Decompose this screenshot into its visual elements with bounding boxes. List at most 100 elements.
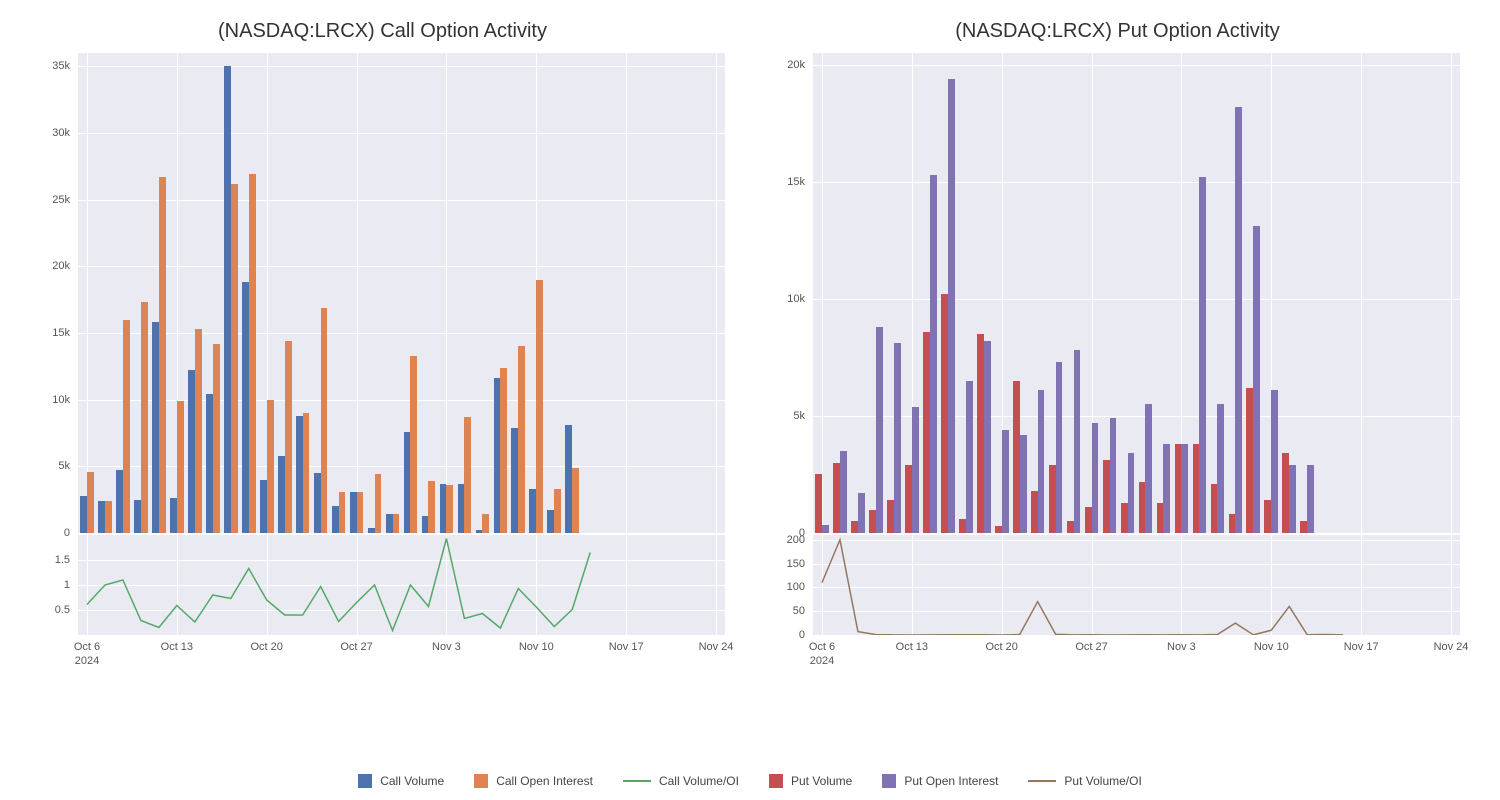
put-panel: (NASDAQ:LRCX) Put Option Activity 05k10k…: [765, 20, 1470, 760]
oi-bar: [1128, 453, 1135, 533]
vol-bar: [458, 484, 465, 533]
oi-bar: [1056, 362, 1063, 533]
oi-bar: [1181, 444, 1188, 533]
legend-item: Call Volume/OI: [623, 774, 739, 788]
oi-bar: [1110, 418, 1117, 533]
oi-bar: [518, 346, 525, 533]
call-panel: (NASDAQ:LRCX) Call Option Activity 05k10…: [30, 20, 735, 760]
oi-bar: [357, 492, 364, 533]
grid-line: [813, 299, 1460, 300]
ytick-label: 30k: [52, 127, 78, 139]
vol-bar: [296, 416, 303, 533]
grid-line: [87, 53, 88, 533]
oi-bar: [105, 501, 112, 533]
xtick-label: Nov 3: [1167, 635, 1196, 653]
grid-line: [78, 133, 725, 134]
ytick-label: 35k: [52, 60, 78, 72]
oi-bar: [1092, 423, 1099, 533]
oi-bar: [1002, 430, 1009, 533]
put-bar-plot: 05k10k15k20k: [813, 53, 1460, 533]
vol-bar: [851, 521, 858, 533]
vol-bar: [959, 519, 966, 533]
ytick-label: 200: [787, 534, 813, 546]
vol-bar: [815, 474, 822, 533]
xtick-label: Oct 20: [986, 635, 1018, 653]
grid-line: [78, 466, 725, 467]
oi-bar: [876, 327, 883, 533]
ytick-label: 5k: [793, 410, 813, 422]
vol-bar: [170, 498, 177, 533]
vol-bar: [440, 484, 447, 533]
xtick-sublabel: 2024: [810, 655, 834, 667]
vol-bar: [206, 394, 213, 533]
vol-bar: [511, 428, 518, 533]
oi-bar: [572, 468, 579, 533]
ytick-label: 10k: [52, 394, 78, 406]
xtick-label: Oct 6: [809, 635, 835, 653]
vol-bar: [1193, 444, 1200, 533]
ratio-line: [813, 535, 1460, 635]
vol-bar: [887, 500, 894, 533]
vol-bar: [494, 378, 501, 533]
call-title: (NASDAQ:LRCX) Call Option Activity: [30, 20, 735, 43]
ytick-label: 150: [787, 558, 813, 570]
oi-bar: [1020, 435, 1027, 533]
vol-bar: [941, 294, 948, 533]
xtick-label: Nov 17: [1344, 635, 1379, 653]
legend: Call Volume Call Open Interest Call Volume…: [0, 760, 1500, 800]
vol-bar: [1282, 453, 1289, 533]
oi-bar: [428, 481, 435, 533]
oi-bar: [375, 474, 382, 533]
vol-bar: [188, 370, 195, 533]
oi-bar: [500, 368, 507, 533]
legend-item: Call Open Interest: [474, 774, 593, 788]
grid-line: [78, 266, 725, 267]
oi-bar: [1289, 465, 1296, 533]
vol-bar: [1121, 503, 1128, 533]
vol-bar: [923, 332, 930, 533]
oi-bar: [840, 451, 847, 533]
ytick-label: 0.5: [55, 604, 78, 616]
oi-bar: [195, 329, 202, 533]
oi-bar: [554, 489, 561, 533]
xtick-label: Oct 27: [1075, 635, 1107, 653]
chart-container: (NASDAQ:LRCX) Call Option Activity 05k10…: [0, 0, 1500, 800]
xtick-label: Oct 13: [161, 635, 193, 653]
vol-bar: [565, 425, 572, 533]
vol-bar: [278, 456, 285, 533]
grid-line: [813, 416, 1460, 417]
legend-label: Call Volume: [380, 774, 444, 788]
vol-bar: [547, 510, 554, 533]
ytick-label: 100: [787, 581, 813, 593]
legend-label: Put Volume/OI: [1064, 774, 1141, 788]
grid-line: [813, 182, 1460, 183]
vol-bar: [242, 282, 249, 533]
grid-line: [78, 400, 725, 401]
put-line-plot: 050100150200Oct 62024Oct 13Oct 20Oct 27N…: [813, 535, 1460, 635]
oi-bar: [1145, 404, 1152, 533]
vol-bar: [116, 470, 123, 533]
vol-bar: [1103, 460, 1110, 533]
grid-line: [78, 200, 725, 201]
xtick-label: Nov 10: [519, 635, 554, 653]
vol-bar: [98, 501, 105, 533]
oi-bar: [339, 492, 346, 533]
put-title: (NASDAQ:LRCX) Put Option Activity: [765, 20, 1470, 43]
ratio-line: [78, 535, 725, 635]
xtick-label: Nov 24: [1434, 635, 1469, 653]
legend-item: Call Volume: [358, 774, 444, 788]
xtick-label: Nov 24: [699, 635, 734, 653]
xtick-label: Oct 13: [896, 635, 928, 653]
oi-bar: [446, 485, 453, 533]
ytick-label: 15k: [787, 176, 813, 188]
xtick-label: Nov 10: [1254, 635, 1289, 653]
vol-bar: [1085, 507, 1092, 533]
grid-line: [822, 53, 823, 533]
oi-bar: [1038, 390, 1045, 533]
legend-label: Put Volume: [791, 774, 852, 788]
ytick-label: 1: [64, 579, 78, 591]
oi-bar: [464, 417, 471, 533]
grid-line: [1451, 53, 1452, 533]
vol-bar: [1031, 491, 1038, 533]
ytick-label: 20k: [787, 59, 813, 71]
